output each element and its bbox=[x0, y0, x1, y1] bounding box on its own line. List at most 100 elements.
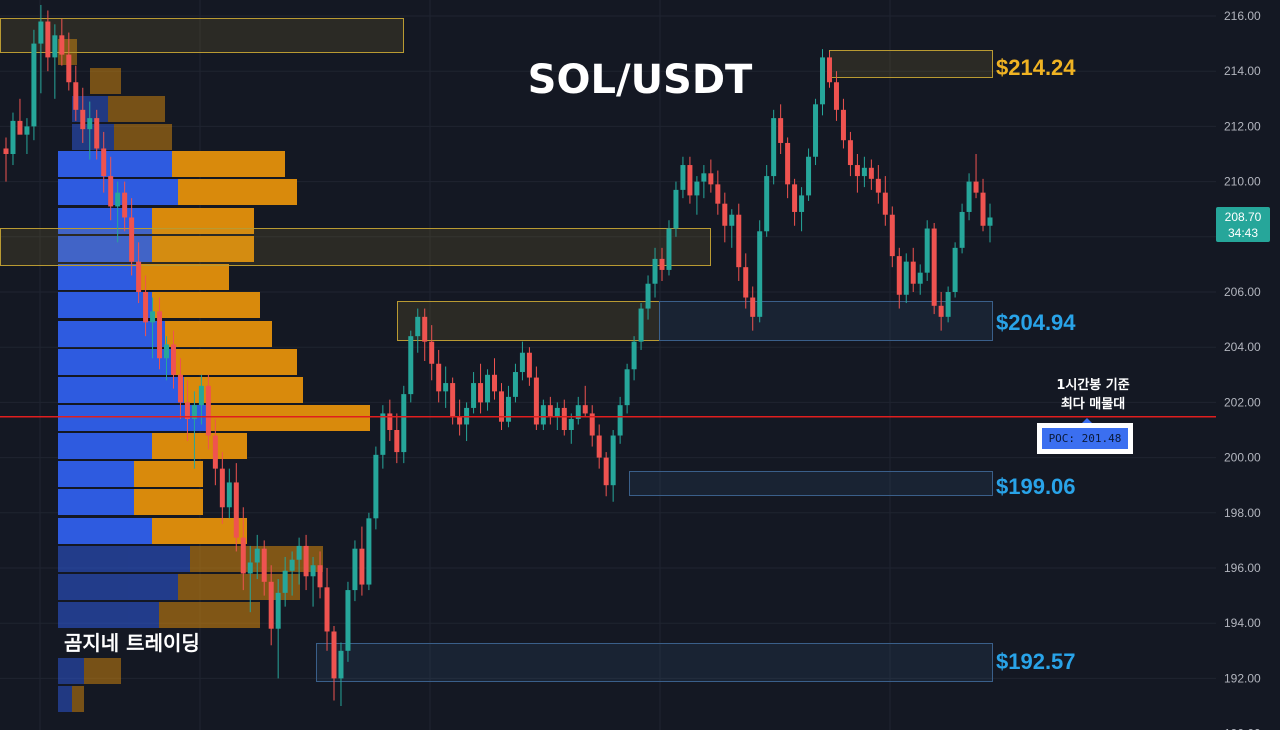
candle bbox=[24, 118, 30, 154]
candle-body bbox=[422, 316, 428, 342]
candle bbox=[806, 148, 812, 201]
volume-buy-bar bbox=[72, 124, 114, 150]
y-tick-label: 216.00 bbox=[1224, 9, 1261, 23]
candle bbox=[310, 556, 316, 607]
candle bbox=[903, 253, 909, 304]
candle-body bbox=[826, 57, 832, 83]
candle bbox=[764, 165, 770, 237]
candle-body bbox=[268, 581, 274, 629]
candle bbox=[666, 220, 672, 276]
y-tick-label: 204.00 bbox=[1224, 340, 1261, 354]
candle bbox=[157, 297, 163, 370]
candle-body bbox=[582, 405, 588, 414]
candle-body bbox=[310, 565, 316, 577]
volume-profile-row bbox=[58, 489, 203, 515]
candle bbox=[373, 446, 379, 530]
candle bbox=[924, 220, 930, 281]
candle bbox=[701, 165, 707, 199]
candle bbox=[896, 247, 902, 309]
volume-profile-row bbox=[58, 686, 84, 712]
candle-body bbox=[931, 228, 937, 306]
candle-body bbox=[526, 352, 532, 378]
candle bbox=[415, 308, 421, 353]
candle bbox=[191, 391, 197, 469]
level-label: $199.06 bbox=[996, 474, 1076, 499]
volume-sell-bar bbox=[108, 96, 165, 122]
volume-buy-bar bbox=[58, 461, 134, 487]
candle-body bbox=[240, 537, 246, 574]
volume-buy-bar bbox=[58, 574, 178, 600]
candle bbox=[847, 131, 853, 177]
candle-body bbox=[191, 405, 197, 419]
volume-sell-bar bbox=[152, 208, 254, 234]
candle-body bbox=[226, 482, 232, 508]
candle bbox=[826, 51, 832, 88]
candle bbox=[205, 374, 211, 450]
candle bbox=[624, 363, 630, 414]
poc-annotation-line-2: 최다 매물대 bbox=[1061, 396, 1125, 412]
candle bbox=[3, 137, 9, 182]
candle bbox=[268, 565, 274, 646]
candle-body bbox=[289, 559, 295, 571]
candle bbox=[331, 625, 337, 701]
candle-body bbox=[394, 430, 400, 453]
candle-body bbox=[205, 385, 211, 436]
candle bbox=[533, 366, 539, 430]
candle bbox=[617, 396, 623, 444]
candle-body bbox=[624, 369, 630, 406]
volume-profile-row bbox=[58, 461, 203, 487]
volume-buy-bar bbox=[58, 236, 152, 262]
volume-buy-bar bbox=[58, 151, 172, 177]
candle-body bbox=[952, 247, 958, 292]
candle-body bbox=[184, 402, 190, 419]
candle-body bbox=[806, 156, 812, 196]
candle bbox=[854, 154, 860, 193]
candle-body bbox=[603, 457, 609, 486]
candle bbox=[813, 98, 819, 166]
candle-body bbox=[547, 405, 553, 417]
candle bbox=[80, 87, 86, 143]
candle bbox=[952, 242, 958, 298]
candle-body bbox=[415, 316, 421, 337]
candle bbox=[631, 336, 637, 381]
candle-body bbox=[652, 258, 658, 284]
candle-body bbox=[150, 311, 156, 323]
candle-body bbox=[896, 256, 902, 295]
candle-body bbox=[512, 372, 518, 397]
candle bbox=[645, 275, 651, 320]
candle-body bbox=[164, 344, 170, 359]
candle-body bbox=[868, 167, 874, 179]
candle-body bbox=[889, 214, 895, 257]
candle-body bbox=[345, 590, 351, 651]
candle-body bbox=[750, 297, 756, 317]
candle bbox=[771, 109, 777, 185]
candle-body bbox=[631, 341, 637, 370]
candle bbox=[568, 413, 574, 444]
candle-body bbox=[129, 217, 135, 262]
volume-buy-bar bbox=[58, 208, 152, 234]
candle-body bbox=[596, 435, 602, 458]
y-tick-label: 190.00 bbox=[1224, 727, 1261, 730]
candle-body bbox=[87, 118, 93, 130]
candle-body bbox=[108, 176, 114, 207]
candle-body bbox=[338, 650, 344, 679]
volume-profile-row bbox=[90, 68, 121, 94]
candle bbox=[931, 223, 937, 315]
volume-profile-row bbox=[58, 151, 285, 177]
candle bbox=[52, 24, 58, 99]
candle bbox=[240, 507, 246, 591]
candle-body bbox=[568, 418, 574, 430]
candle-body bbox=[687, 165, 693, 196]
candle bbox=[101, 131, 107, 193]
candle-body bbox=[143, 292, 149, 323]
candle bbox=[492, 358, 498, 400]
volume-profile-row bbox=[58, 546, 323, 572]
chart-title: SOL/USDT bbox=[528, 57, 753, 103]
candle-body bbox=[80, 109, 86, 130]
candle-body bbox=[589, 413, 595, 436]
candle bbox=[980, 178, 986, 232]
candle bbox=[408, 330, 414, 403]
volume-profile-row bbox=[58, 433, 247, 459]
candle-body bbox=[778, 118, 784, 143]
